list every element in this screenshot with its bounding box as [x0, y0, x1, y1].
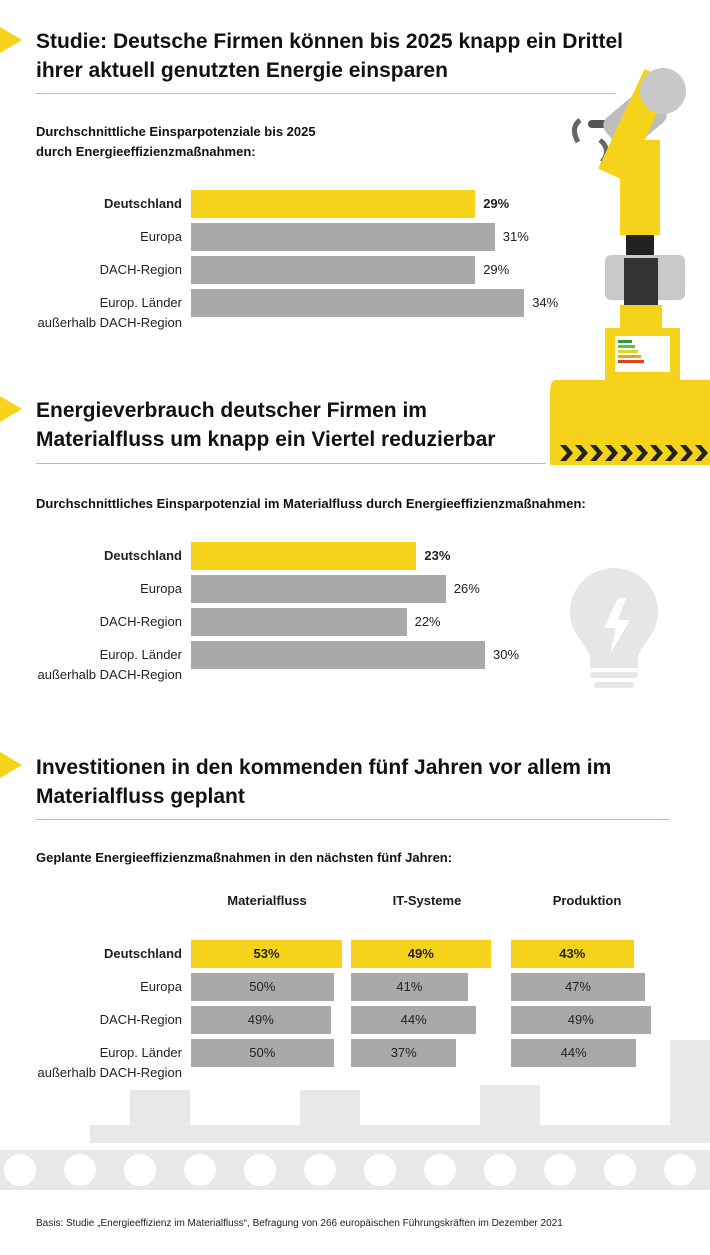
column-header: Materialfluss: [227, 893, 307, 908]
bar-cell: 44%: [351, 1006, 477, 1034]
robot-arm-illustration: [550, 68, 710, 465]
chart-3-title: Geplante Energieeffizienzmaßnahmen in de…: [36, 848, 452, 868]
bar: [191, 542, 417, 570]
column-header: IT-Systeme: [392, 893, 462, 908]
category-label-line: Europa: [140, 229, 182, 244]
lightbulb-illustration: [570, 568, 658, 688]
category-label: Europ. Länder außerhalb DACH-Region: [37, 293, 182, 333]
section-marker-icon: [0, 27, 22, 53]
data-label: 34%: [532, 295, 559, 310]
data-label: 26%: [453, 581, 480, 596]
data-label: 23%: [424, 548, 451, 563]
bar-cell: 41%: [351, 973, 468, 1001]
category-label: Deutschland: [104, 944, 182, 964]
conveyor-illustration: [0, 1040, 710, 1190]
chart-1-title: Durchschnittliche Einsparpotenziale bis …: [36, 122, 316, 162]
section-marker-icon: [0, 752, 22, 778]
section-1-title: Studie: Deutsche Firmen können bis 2025 …: [36, 27, 623, 85]
category-label-line: Europa: [140, 581, 182, 596]
category-label: Deutschland: [104, 546, 182, 566]
bar-cell: 37%: [351, 1039, 457, 1067]
category-label: Europa: [140, 579, 182, 599]
category-label: Europa: [140, 977, 182, 997]
section-1-title-line2: ihrer aktuell genutzten Energie einspare…: [36, 59, 448, 82]
bar: [191, 575, 446, 603]
bar: [191, 256, 476, 284]
bar-cell: 50%: [191, 1039, 334, 1067]
section-marker-icon: [0, 396, 22, 422]
chart-2-title-line1: Durchschnittliches Einsparpotenzial im M…: [36, 496, 586, 511]
bar-cell: 53%: [191, 940, 343, 968]
section-2-title-line1: Energieverbrauch deutscher Firmen im: [36, 399, 427, 422]
section-1-title-line1: Studie: Deutsche Firmen können bis 2025 …: [36, 30, 623, 53]
chart-3-title-line1: Geplante Energieeffizienzmaßnahmen in de…: [36, 850, 453, 865]
category-label-line: Deutschland: [103, 196, 182, 211]
section-2-title: Energieverbrauch deutscher Firmen im Mat…: [36, 396, 495, 454]
category-label: DACH-Region: [100, 1010, 182, 1030]
category-label-line: DACH-Region: [99, 614, 182, 629]
category-label: Europ. Länder außerhalb DACH-Region: [37, 1043, 182, 1083]
bar-cell: 44%: [511, 1039, 637, 1067]
bar: [191, 190, 476, 218]
data-label: 29%: [483, 196, 510, 211]
data-label: 22%: [414, 614, 441, 629]
chart-1-title-line1: Durchschnittliche Einsparpotenziale bis …: [36, 124, 316, 139]
chart-1-title-line2: durch Energieeffizienzmaßnahmen:: [36, 144, 256, 159]
data-label: 31%: [502, 229, 529, 244]
category-label-line: DACH-Region: [99, 1012, 182, 1027]
bar-cell: 49%: [191, 1006, 331, 1034]
category-label-line: Deutschland: [103, 946, 182, 961]
section-3-title-line1: Investitionen in den kommenden fünf Jahr…: [36, 756, 612, 779]
section-3-title-line2: Materialfluss geplant: [36, 785, 245, 808]
category-label-line: Europ. Länder: [99, 295, 182, 310]
chart-2-title: Durchschnittliches Einsparpotenzial im M…: [36, 494, 586, 514]
bar: [191, 641, 485, 669]
bar-cell: 49%: [351, 940, 491, 968]
category-label-line: DACH-Region: [99, 262, 182, 277]
category-label-line: Europ. Länder: [99, 647, 182, 662]
bar: [191, 223, 495, 251]
section-2-divider: [36, 463, 546, 464]
footnote: Basis: Studie „Energieeffizienz im Mater…: [36, 1218, 563, 1229]
category-label-line: außerhalb DACH-Region: [37, 667, 182, 682]
section-1-divider: [36, 93, 616, 94]
category-label-line: Europ. Länder: [99, 1045, 182, 1060]
category-label: DACH-Region: [100, 612, 182, 632]
section-3-divider: [36, 819, 670, 820]
bar: [191, 608, 407, 636]
bar-cell: 47%: [511, 973, 645, 1001]
bar-cell: 49%: [511, 1006, 651, 1034]
category-label-line: Deutschland: [103, 548, 182, 563]
bar-cell: 50%: [191, 973, 334, 1001]
column-header: Produktion: [552, 893, 622, 908]
category-label: Europa: [140, 227, 182, 247]
category-label-line: Europa: [140, 979, 182, 994]
section-2-title-line2: Materialfluss um knapp ein Viertel reduz…: [36, 428, 496, 451]
category-label: Europ. Länder außerhalb DACH-Region: [37, 645, 182, 685]
section-3-title: Investitionen in den kommenden fünf Jahr…: [36, 753, 611, 811]
data-label: 30%: [493, 647, 520, 662]
data-label: 29%: [483, 262, 510, 277]
category-label: Deutschland: [104, 194, 182, 214]
bar-cell: 43%: [511, 940, 634, 968]
category-label-line: außerhalb DACH-Region: [37, 1065, 182, 1080]
category-label: DACH-Region: [100, 260, 182, 280]
category-label-line: außerhalb DACH-Region: [37, 315, 182, 330]
bar: [191, 289, 525, 317]
